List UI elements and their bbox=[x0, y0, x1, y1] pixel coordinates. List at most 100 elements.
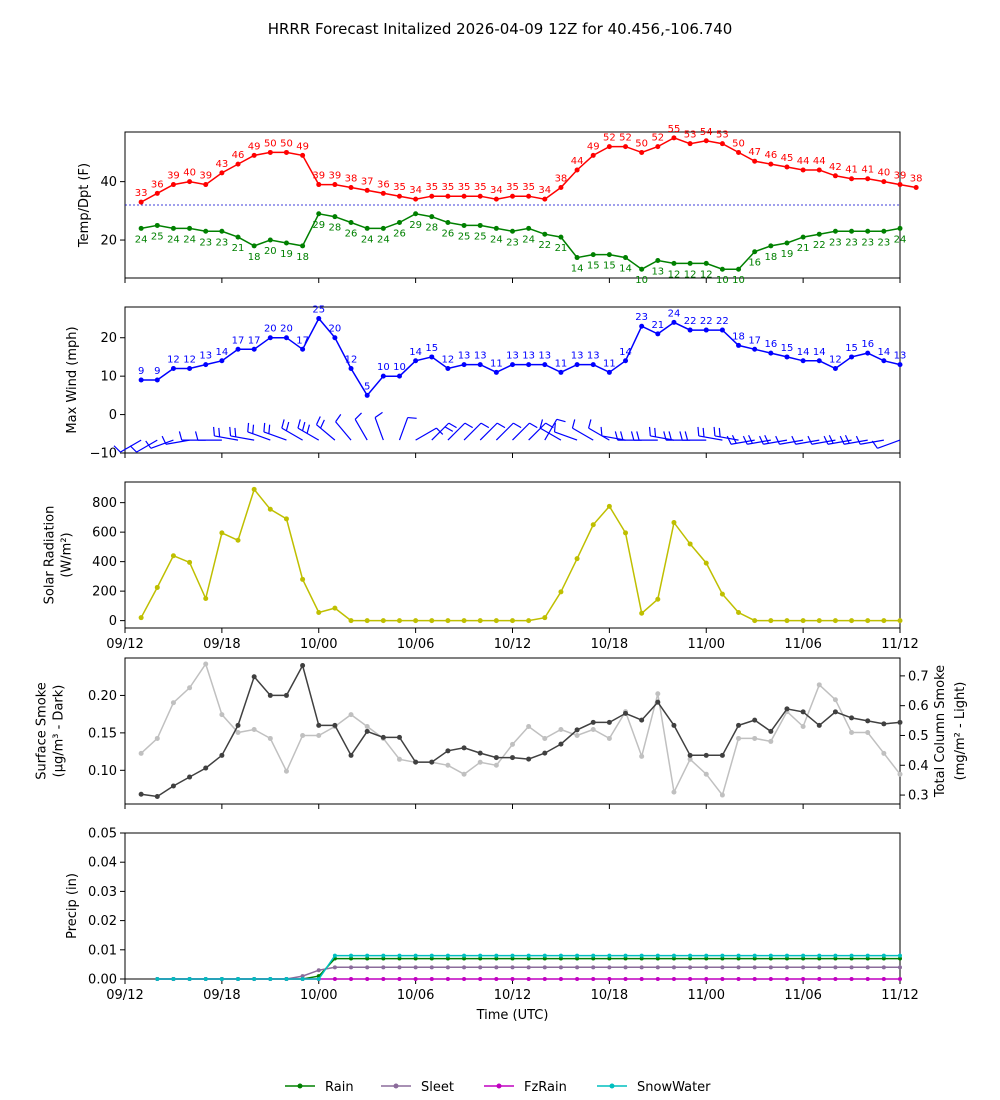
wind-barb bbox=[588, 419, 610, 441]
surface-smoke-series-point bbox=[235, 722, 241, 728]
column-smoke-series-point bbox=[283, 768, 289, 774]
wind-series-point bbox=[348, 365, 354, 371]
wind-barb-staff bbox=[247, 431, 271, 441]
surface-smoke-series-point bbox=[187, 774, 193, 780]
solar-series-point bbox=[784, 618, 790, 624]
dewpoint-series-data-label: 13 bbox=[651, 266, 664, 277]
surface-smoke-series-point bbox=[251, 674, 257, 680]
precip-snowwater-series-point bbox=[300, 977, 305, 981]
temp-series-data-label: 36 bbox=[377, 179, 390, 190]
precip-snowwater-series-point bbox=[203, 977, 208, 981]
wind-barb-flag bbox=[571, 419, 576, 429]
precip-snowwater-series-point bbox=[284, 977, 289, 981]
legend-label: SnowWater bbox=[637, 1080, 711, 1095]
wind-barb bbox=[161, 435, 190, 445]
precip-fzrain-series-point bbox=[365, 977, 370, 981]
wind-series-point bbox=[558, 369, 564, 375]
temp-series-point bbox=[170, 182, 176, 188]
wind-barb-flag bbox=[614, 431, 619, 441]
precip-ytick-label: 0.01 bbox=[88, 943, 117, 958]
dewpoint-series-data-label: 23 bbox=[877, 237, 890, 248]
precip-snowwater-series-point bbox=[752, 953, 757, 958]
precip-fzrain-series-point bbox=[768, 977, 773, 981]
solar-series-point bbox=[429, 618, 435, 624]
dewpoint-series-point bbox=[881, 228, 887, 234]
precip-sleet-series-point bbox=[300, 974, 305, 979]
wind-barb-flag bbox=[539, 419, 544, 429]
wind-barb bbox=[512, 422, 538, 441]
wind-series-data-label: 14 bbox=[409, 347, 422, 358]
wind-barb-flag bbox=[407, 416, 417, 419]
wind-series-point bbox=[364, 392, 370, 398]
precip-snowwater-series-point bbox=[236, 977, 241, 981]
dewpoint-series-point bbox=[364, 225, 370, 231]
surface-smoke-series-point bbox=[510, 755, 515, 761]
dewpoint-series-data-label: 18 bbox=[296, 252, 309, 263]
precip-sleet-series-point bbox=[575, 965, 580, 970]
column-smoke-series-point bbox=[396, 756, 402, 762]
precip-snowwater-series-point bbox=[462, 953, 467, 958]
column-smoke-series-point bbox=[219, 712, 225, 718]
wind-series-data-label: 13 bbox=[522, 351, 535, 362]
wind-barb-flag bbox=[648, 426, 651, 436]
wind-barb bbox=[571, 419, 594, 441]
dewpoint-series-point bbox=[671, 260, 677, 266]
precip-xtick-label: 10/18 bbox=[591, 988, 628, 1003]
wind-series-point bbox=[283, 335, 289, 341]
wind-series-data-label: 20 bbox=[264, 324, 277, 335]
precip-fzrain-series-point bbox=[397, 977, 402, 981]
solar-series-point bbox=[526, 618, 532, 624]
precip-rain-series-point bbox=[365, 956, 370, 961]
dewpoint-series-data-label: 22 bbox=[813, 240, 826, 251]
precip-ytick-label: 0.03 bbox=[88, 885, 117, 900]
wind-barb-flag bbox=[496, 422, 506, 429]
wind-barb-flag bbox=[731, 434, 737, 444]
precip-snowwater-series-point bbox=[381, 953, 386, 958]
solar-ytick-label: 0 bbox=[109, 614, 117, 629]
precip-snowwater-series-point bbox=[881, 953, 886, 958]
dewpoint-series-data-label: 23 bbox=[199, 237, 212, 248]
precip-fzrain-series-point bbox=[381, 977, 386, 981]
wind-barb bbox=[479, 422, 506, 441]
precip-rain-series-point bbox=[752, 956, 757, 961]
smoke-panel: 0.10 0.15 0.20 0.3 0.4 0.5 0.6 0.7 Surface Smoke… bbox=[35, 657, 968, 809]
precip-fzrain-series-point bbox=[478, 977, 483, 981]
precip-sleet-series-point bbox=[898, 965, 902, 970]
dewpoint-series-data-label: 24 bbox=[894, 234, 907, 245]
wind-barb-staff bbox=[860, 439, 884, 445]
wind-barb-flag bbox=[588, 419, 592, 429]
precip-snowwater-series-point bbox=[349, 953, 354, 958]
dewpoint-series-data-label: 25 bbox=[151, 231, 164, 242]
column-smoke-series-point bbox=[800, 724, 806, 730]
wind-ytick-label: 10 bbox=[100, 370, 117, 385]
precip-snowwater-series-point bbox=[849, 953, 854, 958]
wind-barb-flag bbox=[444, 426, 454, 432]
wind-series-data-label: 22 bbox=[716, 316, 729, 327]
wind-series-point bbox=[542, 362, 548, 368]
wind-barb-flag bbox=[194, 431, 199, 441]
precip-sleet-series-point bbox=[752, 965, 757, 970]
wind-barb bbox=[648, 426, 675, 441]
dewpoint-series-data-label: 10 bbox=[635, 275, 648, 286]
temp-series-data-label: 46 bbox=[764, 150, 777, 161]
dewpoint-series-data-label: 15 bbox=[603, 261, 616, 272]
precip-rain-series-point bbox=[736, 956, 741, 961]
legend-item-snowwater: SnowWater bbox=[597, 1080, 711, 1095]
solar-ytick-label: 200 bbox=[92, 585, 117, 600]
solar-series-point bbox=[590, 522, 596, 528]
temp-series-point bbox=[235, 161, 241, 167]
wind-series-point bbox=[413, 358, 419, 364]
dewpoint-series-point bbox=[784, 240, 790, 246]
wind-barb-flag bbox=[263, 422, 266, 432]
wind-series-data-label: 13 bbox=[458, 351, 471, 362]
wind-series-data-label: 13 bbox=[474, 351, 487, 362]
temp-series-data-label: 35 bbox=[442, 182, 455, 193]
dewpoint-series-data-label: 16 bbox=[748, 258, 761, 269]
wind-series-data-label: 13 bbox=[894, 351, 907, 362]
wind-series-point bbox=[881, 358, 887, 364]
precip-sleet-series-point bbox=[801, 965, 806, 970]
precip-snowwater-series-point bbox=[898, 953, 902, 958]
precip-snowwater-series-point bbox=[736, 953, 741, 958]
solar-series-point bbox=[655, 596, 661, 602]
precip-xtick-label: 10/06 bbox=[397, 988, 434, 1003]
